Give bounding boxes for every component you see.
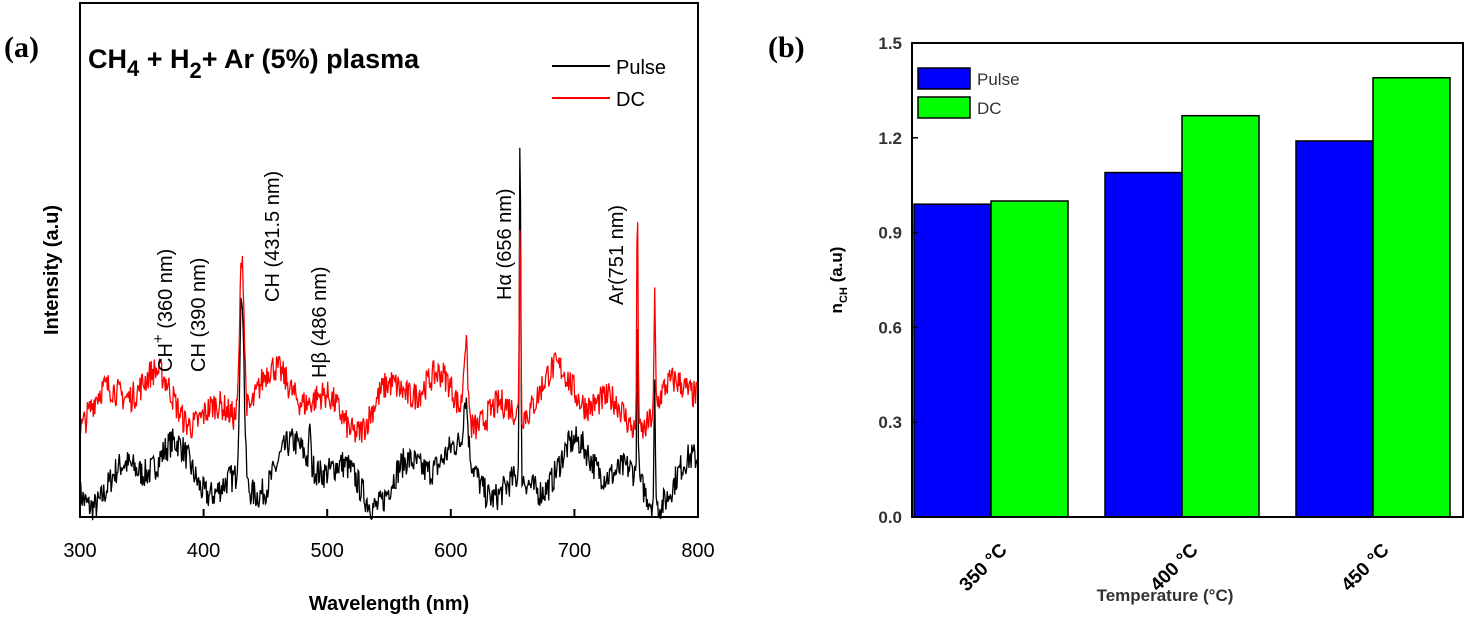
panel-a: (a) CH4 + H2+ Ar (5%) plasma 300 400 500 60… — [4, 2, 715, 615]
panel-a-title: CH4 + H2+ Ar (5%) plasma — [88, 44, 420, 83]
peak-annotation: CH+ (360 nm) — [150, 249, 177, 372]
y-tick-label: 1.2 — [878, 129, 902, 148]
legend-swatch-pulse — [917, 67, 971, 90]
panel-a-legend: Pulse DC — [552, 57, 666, 111]
peak-annotation: CH (431.5 nm) — [262, 171, 284, 302]
panel-a-x-ticks: 300 400 500 600 700 800 — [63, 509, 715, 562]
bar-pulse-1 — [1104, 171, 1183, 518]
panel-b: (b) 0.00.30.60.91.21.5 350 °C 400 °C 450 °… — [768, 31, 1464, 605]
panel-b-y-label: nCH (a.u) — [827, 247, 850, 314]
bars — [913, 77, 1451, 518]
legend-swatch-dc — [917, 96, 971, 119]
legend-label-pulse: Pulse — [616, 57, 666, 79]
y-tick-label: 0.3 — [878, 413, 902, 432]
y-tick-label: 0.6 — [878, 318, 902, 337]
peak-annotations: CH+ (360 nm) CH (390 nm) CH (431.5 nm) Hβ (… — [150, 171, 628, 378]
bar-dc-0 — [990, 200, 1069, 518]
x-tick-label: 700 — [558, 540, 591, 562]
bar-pulse-2 — [1295, 140, 1374, 518]
panel-a-x-label: Wavelength (nm) — [309, 593, 469, 615]
x-tick-label: 500 — [311, 540, 344, 562]
panel-b-label: (b) — [768, 31, 805, 64]
bar-pulse-0 — [913, 203, 992, 518]
legend-label-dc-b: DC — [977, 99, 1002, 118]
x-tick-label: 400 — [187, 540, 220, 562]
panel-b-frame — [911, 42, 1464, 518]
peak-annotation: CH (390 nm) — [188, 258, 210, 372]
panel-b-y-ticks: 0.0 0.3 0.6 0.9 1.2 1.5 — [878, 34, 918, 527]
y-tick-label: 0.0 — [878, 508, 902, 527]
x-tick-label: 600 — [434, 540, 467, 562]
y-tick-label: 1.5 — [878, 34, 902, 53]
y-tick-label: 0.9 — [878, 224, 902, 243]
series-line-pulse — [79, 147, 699, 521]
x-tick-label: 350 °C — [956, 540, 1012, 596]
spectrum-traces — [79, 147, 699, 521]
legend-label-pulse-b: Pulse — [977, 70, 1020, 89]
panel-a-frame — [79, 2, 699, 518]
panel-a-y-label: Intensity (a.u) — [41, 205, 63, 335]
peak-annotation: Ar(751 nm) — [606, 205, 628, 305]
series-line-dc — [79, 222, 698, 443]
x-tick-label: 300 — [63, 540, 96, 562]
x-tick-label: 800 — [681, 540, 714, 562]
legend-label-dc: DC — [616, 89, 645, 111]
x-tick-label: 450 °C — [1338, 540, 1394, 596]
peak-annotation: Hα (656 nm) — [494, 188, 516, 300]
bar-dc-2 — [1372, 77, 1451, 518]
panel-b-x-label: Temperature (°C) — [1097, 586, 1234, 605]
panel-a-label: (a) — [4, 31, 39, 64]
panel-b-legend: Pulse DC — [917, 67, 1020, 119]
peak-annotation: Hβ (486 nm) — [309, 266, 331, 378]
bar-dc-1 — [1181, 114, 1260, 518]
